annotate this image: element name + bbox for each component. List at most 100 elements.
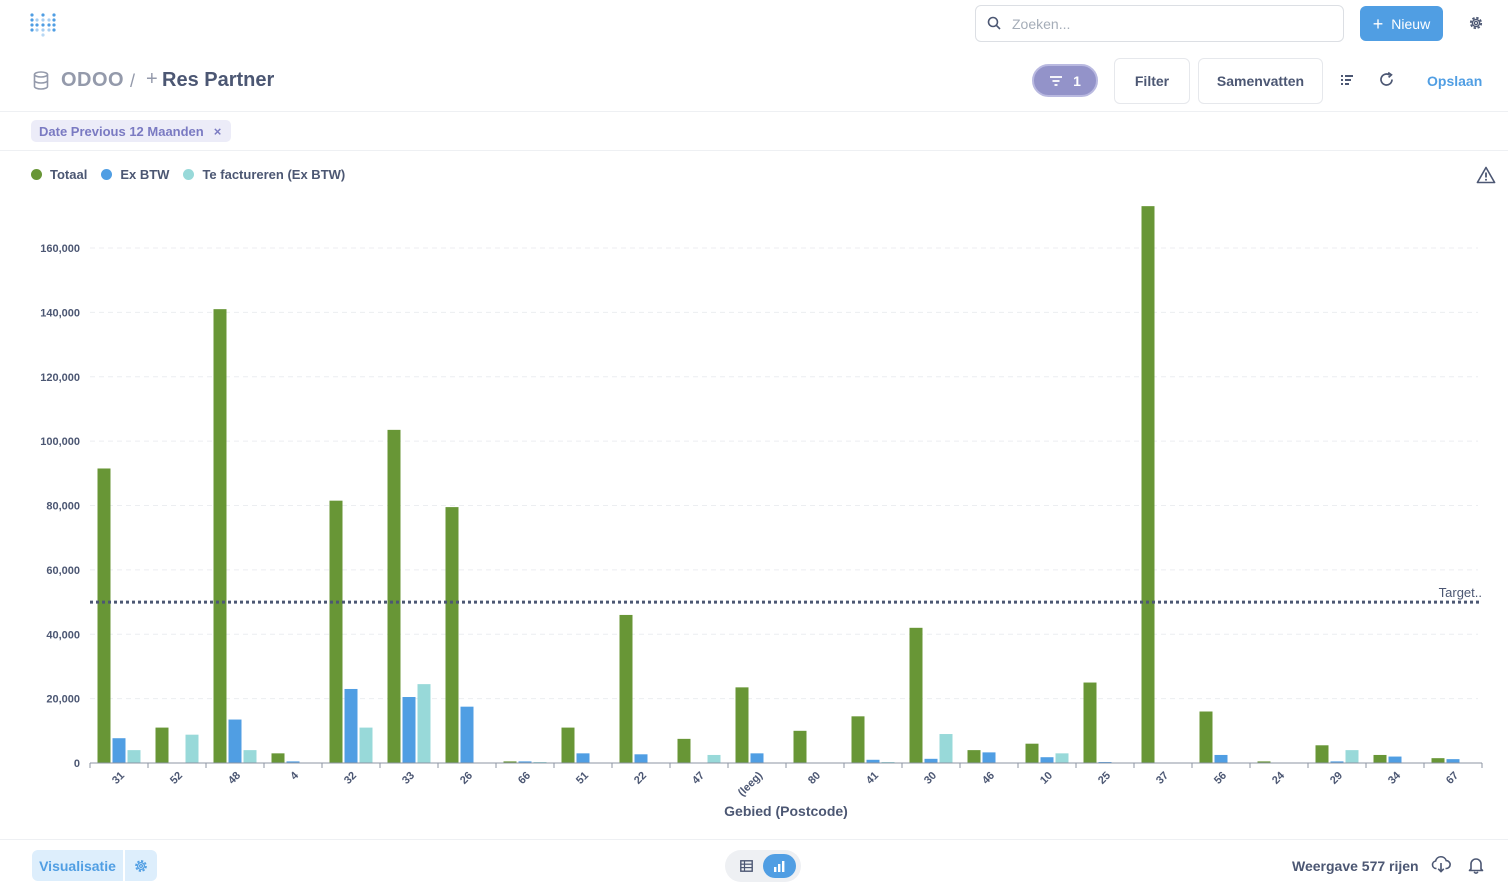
bar[interactable] xyxy=(112,738,126,763)
bar[interactable] xyxy=(460,706,474,763)
bar[interactable] xyxy=(939,734,953,763)
plus-icon: + xyxy=(1372,13,1384,34)
y-tick-label: 0 xyxy=(74,758,80,770)
x-axis-label: Gebied (Postcode) xyxy=(724,803,848,819)
bar[interactable] xyxy=(213,309,227,763)
bar[interactable] xyxy=(127,750,141,763)
filter-button[interactable]: Filter xyxy=(1114,58,1190,104)
bar[interactable] xyxy=(286,761,300,763)
bar[interactable] xyxy=(344,688,358,763)
x-tick-label: 80 xyxy=(806,770,823,787)
search-input[interactable] xyxy=(1012,12,1332,36)
filter-chip[interactable]: Date Previous 12 Maanden × xyxy=(31,120,232,142)
legend-label: Te factureren (Ex BTW) xyxy=(202,167,346,182)
bar[interactable] xyxy=(1055,753,1069,763)
bar[interactable] xyxy=(503,761,517,763)
bar[interactable] xyxy=(735,687,749,763)
bar[interactable] xyxy=(228,719,242,763)
x-tick-label: 29 xyxy=(1328,770,1345,787)
bar[interactable] xyxy=(1199,711,1213,764)
summarize-button[interactable]: Samenvatten xyxy=(1198,58,1323,104)
bar[interactable] xyxy=(634,754,648,763)
page-title[interactable]: Res Partner xyxy=(162,69,275,91)
legend-item-te-factureren[interactable]: Te factureren (Ex BTW) xyxy=(183,167,345,182)
bar[interactable] xyxy=(1446,759,1460,763)
legend-label: Ex BTW xyxy=(120,167,170,182)
bar[interactable] xyxy=(1345,750,1359,763)
search-icon xyxy=(987,16,1001,30)
gear-icon[interactable] xyxy=(1467,14,1485,37)
filter-count-pill[interactable]: 1 xyxy=(1032,64,1098,97)
warning-icon[interactable] xyxy=(1476,166,1496,189)
breadcrumb-plus: + xyxy=(146,68,158,90)
bar[interactable] xyxy=(1257,761,1271,763)
close-icon[interactable]: × xyxy=(213,123,222,139)
bar[interactable] xyxy=(271,753,285,763)
bar[interactable] xyxy=(402,697,416,763)
bar[interactable] xyxy=(924,758,938,763)
bell-icon[interactable] xyxy=(1467,856,1485,879)
question-header: ODOO / + Res Partner 1 Filter Samenvatte… xyxy=(0,56,1508,112)
bar[interactable] xyxy=(1141,206,1155,763)
filter-count: 1 xyxy=(1073,72,1081,89)
bar[interactable] xyxy=(417,684,431,763)
bar[interactable] xyxy=(982,752,996,763)
bar[interactable] xyxy=(707,754,721,763)
download-icon[interactable] xyxy=(1431,855,1451,878)
bar[interactable] xyxy=(1330,761,1344,763)
x-tick-label: 10 xyxy=(1038,770,1055,787)
bar[interactable] xyxy=(1315,745,1329,763)
bar[interactable] xyxy=(1083,682,1097,763)
breadcrumb-separator: / xyxy=(130,71,136,91)
bar[interactable] xyxy=(243,750,257,763)
notebook-icon[interactable] xyxy=(1340,73,1354,92)
bar[interactable] xyxy=(185,734,199,763)
bar[interactable] xyxy=(866,759,880,763)
view-toggle xyxy=(725,850,801,882)
bar[interactable] xyxy=(561,727,575,763)
bar[interactable] xyxy=(1025,743,1039,763)
table-view-button[interactable] xyxy=(733,855,759,877)
filter-bar: Date Previous 12 Maanden × xyxy=(0,112,1508,151)
save-button[interactable]: Opslaan xyxy=(1427,73,1483,89)
bar[interactable] xyxy=(619,614,633,763)
x-tick-label: 66 xyxy=(516,770,533,787)
new-button[interactable]: + Nieuw xyxy=(1360,6,1443,41)
bar[interactable] xyxy=(909,627,923,763)
bar[interactable] xyxy=(1388,756,1402,763)
bar[interactable] xyxy=(851,716,865,763)
bar[interactable] xyxy=(445,507,459,763)
refresh-icon[interactable] xyxy=(1378,71,1395,93)
bar[interactable] xyxy=(576,753,590,763)
bar[interactable] xyxy=(329,500,343,763)
breadcrumb-database[interactable]: ODOO xyxy=(61,69,125,91)
bar[interactable] xyxy=(155,727,169,763)
bar[interactable] xyxy=(677,738,691,763)
bar[interactable] xyxy=(1040,757,1054,763)
bar-chart: 0 20,000 40,000 60,000 80,000 100,000 120,000 1… xyxy=(40,206,1483,819)
new-button-label: Nieuw xyxy=(1391,15,1431,32)
bar[interactable] xyxy=(97,468,111,763)
x-tick-label: 22 xyxy=(632,770,649,787)
bar[interactable] xyxy=(1431,758,1445,763)
chart-settings-button[interactable] xyxy=(125,850,157,881)
metabase-logo-icon[interactable] xyxy=(28,10,58,40)
bar[interactable] xyxy=(793,730,807,763)
bar[interactable] xyxy=(387,429,401,763)
legend-item-totaal[interactable]: Totaal xyxy=(31,167,87,182)
bar[interactable] xyxy=(967,750,981,763)
bar[interactable] xyxy=(750,753,764,763)
x-tick-label: 48 xyxy=(226,770,243,787)
chart-legend: Totaal Ex BTW Te factureren (Ex BTW) xyxy=(31,167,345,182)
top-bar: + Nieuw xyxy=(0,0,1508,48)
visualisation-button[interactable]: Visualisatie xyxy=(32,850,123,881)
bar[interactable] xyxy=(518,761,532,763)
bar[interactable] xyxy=(359,727,373,763)
bar[interactable] xyxy=(1214,754,1228,763)
y-tick-label: 120,000 xyxy=(40,372,80,384)
bar[interactable] xyxy=(1373,754,1387,763)
x-tick-label: 52 xyxy=(168,770,185,787)
legend-item-ex-btw[interactable]: Ex BTW xyxy=(101,167,169,182)
search-box[interactable] xyxy=(975,5,1344,42)
chart-view-button[interactable] xyxy=(763,854,796,878)
